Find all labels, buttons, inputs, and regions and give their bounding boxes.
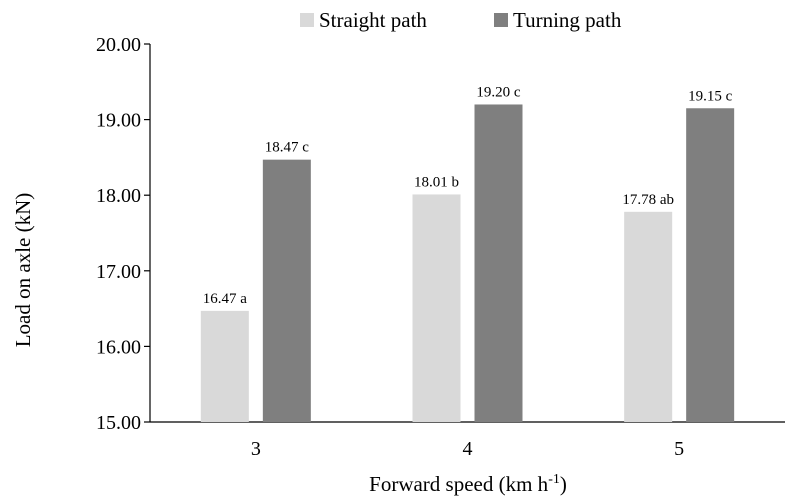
data-label: 18.47 c (265, 140, 310, 156)
legend-label-straight: Straight path (319, 8, 427, 32)
y-tick-label: 15.00 (96, 412, 141, 434)
bar-straight-5 (624, 211, 673, 422)
x-axis: 3 4 5 (150, 421, 785, 460)
y-tick-label: 16.00 (96, 336, 141, 358)
legend-swatch-turning (494, 13, 508, 27)
bar-turning-4 (474, 104, 523, 422)
bar-straight-4 (412, 194, 461, 422)
data-label: 19.15 c (688, 88, 733, 104)
data-label: 19.20 c (476, 84, 521, 100)
data-label: 16.47 a (203, 291, 248, 307)
legend-label-turning: Turning path (513, 8, 622, 32)
data-label: 17.78 ab (622, 192, 674, 208)
bars (200, 104, 735, 422)
legend: Straight path Turning path (300, 8, 622, 32)
x-tick-label: 3 (251, 438, 261, 460)
x-axis-title: Forward speed (km h-1) (369, 472, 567, 496)
x-axis-title-main: Forward speed (km h (369, 472, 549, 496)
data-labels: 16.47 a 18.47 c 18.01 b 19.20 c 17.78 ab 19.1… (203, 84, 733, 306)
bar-straight-3 (200, 310, 249, 422)
data-label: 18.01 b (414, 174, 459, 190)
x-tick-label: 4 (463, 438, 473, 460)
x-axis-title-superscript: -1 (548, 472, 560, 487)
legend-swatch-straight (300, 13, 314, 27)
bar-turning-3 (262, 159, 311, 422)
x-tick-label: 5 (674, 438, 684, 460)
y-tick-label: 20.00 (96, 34, 141, 56)
y-tick-label: 18.00 (96, 185, 141, 207)
y-axis: 15.00 16.00 17.00 18.00 19.00 20.00 (96, 34, 151, 434)
y-axis-title: Load on axle (kN) (11, 193, 35, 348)
x-axis-title-suffix: ) (560, 472, 567, 496)
bar-turning-5 (686, 108, 735, 422)
y-tick-label: 19.00 (96, 110, 141, 132)
y-tick-label: 17.00 (96, 261, 141, 283)
